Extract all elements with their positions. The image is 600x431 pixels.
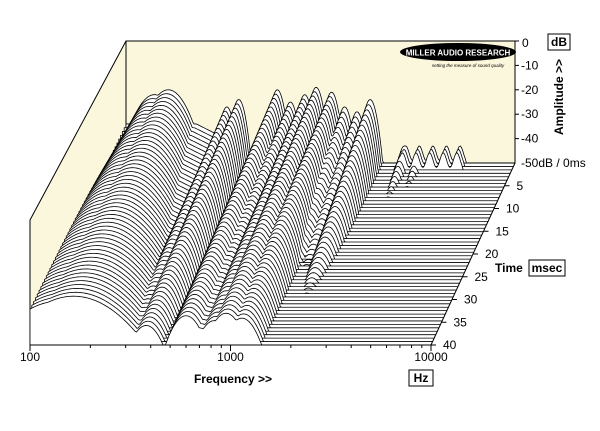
frequency-axis-label: Frequency >> (194, 372, 272, 386)
amp-tick-0: 0 (522, 36, 529, 50)
msec-unit-box: msec (528, 259, 566, 277)
time-tick-label-0: 5 (517, 179, 524, 193)
msec-unit-label: msec (532, 261, 563, 275)
amp-tick-label-3: -30 (521, 107, 539, 121)
time-tick-label-7: 40 (443, 338, 457, 352)
amp-tick-label-2: -20 (521, 83, 539, 97)
freq-tick-label-2: 10000 (414, 350, 448, 364)
time-tick-label-4: 25 (475, 270, 489, 284)
time-axis-label: Time (495, 261, 523, 275)
frequency-ticks: 100 1000 10000 (20, 345, 448, 364)
amplitude-axis-label: Amplitude >> (552, 59, 566, 135)
amp-tick-label-4: -40 (521, 132, 539, 146)
waterfall-slices (29, 87, 515, 346)
hz-unit-label: Hz (414, 371, 429, 385)
time-tick-label-1: 10 (506, 202, 520, 216)
floor-label: -50dB / 0ms (521, 156, 586, 170)
db-unit-label: dB (551, 35, 567, 49)
time-ticks: 5 10 15 20 25 30 35 40 (431, 179, 524, 352)
freq-tick-label-0: 100 (20, 350, 40, 364)
time-tick-label-3: 20 (485, 247, 499, 261)
freq-tick-label-1: 1000 (217, 350, 244, 364)
time-tick-label-5: 30 (464, 293, 478, 307)
logo-tagline: setting the measure of sound quality (432, 63, 505, 68)
hz-unit-box: Hz (408, 369, 434, 387)
amplitude-ticks: 0 -10 -20 -30 -40 (515, 36, 539, 146)
time-tick-label-6: 35 (454, 315, 468, 329)
amp-tick-label-1: -10 (521, 58, 539, 72)
db-unit-box: dB (547, 33, 571, 51)
miller-audio-research-logo: MILLER AUDIO RESEARCH setting the measur… (400, 43, 516, 68)
time-tick-label-2: 15 (496, 224, 510, 238)
logo-text: MILLER AUDIO RESEARCH (406, 49, 511, 58)
